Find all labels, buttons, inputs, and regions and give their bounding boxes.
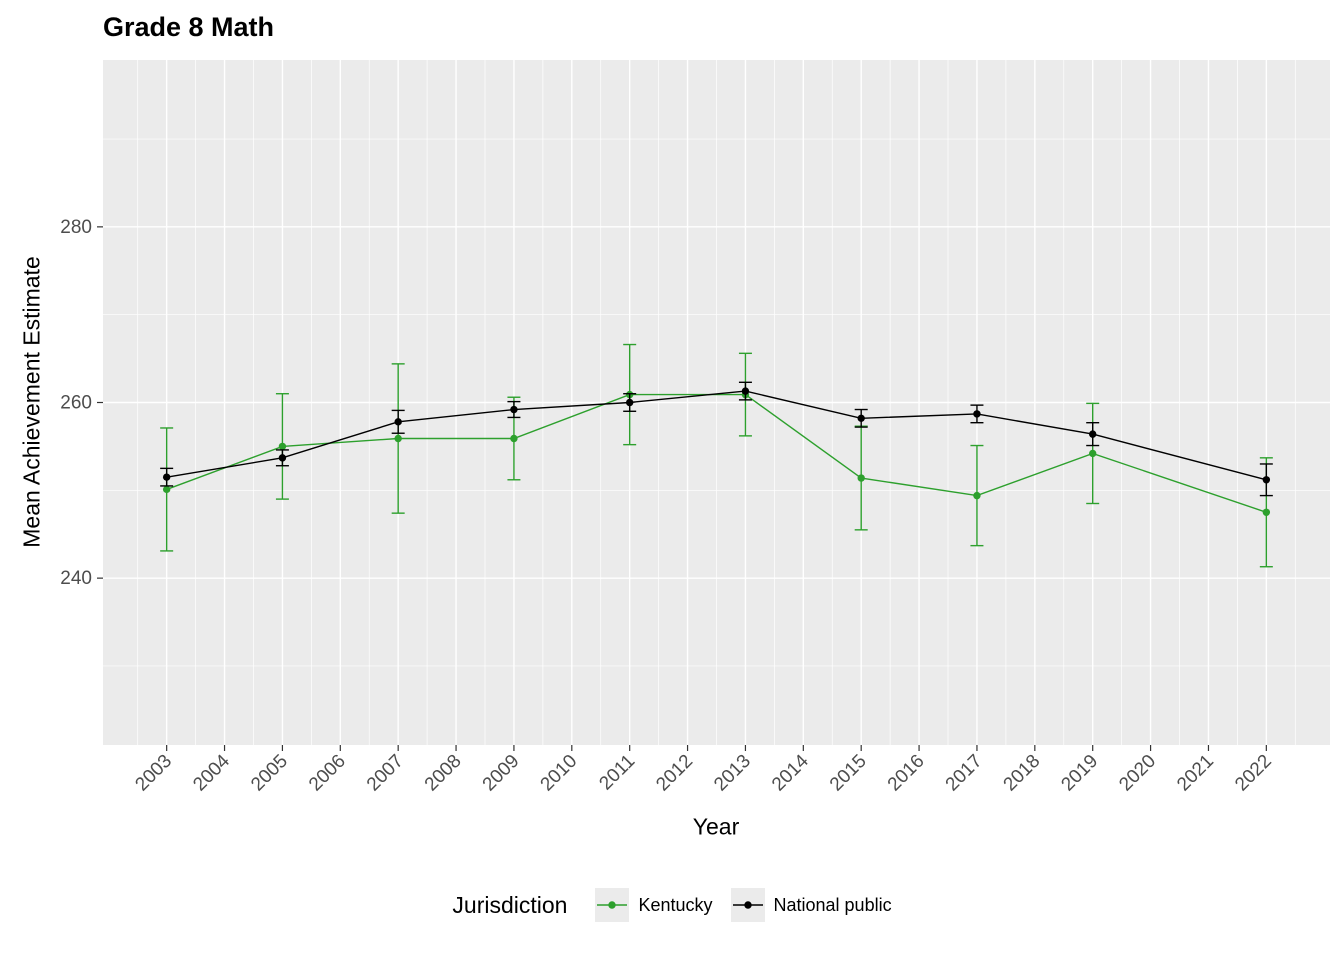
- data-point: [1262, 508, 1271, 516]
- x-tick-label: 2018: [1000, 751, 1045, 796]
- x-tick-labels: 2003 2004 2005 2006 2007 2008 2009 2010 2011 2012…: [131, 750, 1275, 795]
- x-tick-label: 2008: [421, 751, 466, 796]
- x-tick-label: 2014: [768, 750, 813, 795]
- x-axis-title: Year: [692, 813, 740, 840]
- x-tick-label: 2007: [363, 751, 408, 796]
- data-point: [1089, 430, 1097, 438]
- data-point: [394, 418, 402, 426]
- legend-item-national-public: National public: [730, 888, 892, 922]
- x-tick-label: 2021: [1173, 751, 1218, 796]
- data-point: [1262, 476, 1271, 484]
- legend-key-glyph-kentucky: [595, 888, 630, 922]
- data-point: [162, 473, 171, 481]
- legend-key-label-national-public: National public: [773, 894, 892, 915]
- y-tick-label: 240: [60, 568, 92, 589]
- legend: Jurisdiction Kentucky National public: [0, 888, 1344, 922]
- legend-key-glyph-national-public: [730, 888, 765, 922]
- series-line: [166, 393, 1267, 513]
- y-tick-label: 260: [60, 393, 92, 414]
- x-tick-label: 2011: [595, 751, 639, 795]
- y-axis-title: Mean Achievement Estimate: [18, 256, 45, 548]
- data-point: [278, 454, 287, 462]
- legend-title: Jurisdiction: [452, 891, 568, 918]
- x-tick-label: 2020: [1115, 751, 1160, 796]
- data-point: [973, 491, 981, 500]
- x-tick-label: 2015: [826, 751, 871, 796]
- x-tick-label: 2010: [537, 751, 582, 796]
- series-kentucky: [160, 343, 1273, 568]
- axis-ticks: [97, 226, 1267, 751]
- x-tick-label: 2003: [131, 751, 176, 796]
- series-line: [166, 390, 1267, 481]
- data-point: [625, 398, 634, 407]
- data-point: [973, 410, 981, 418]
- y-tick-label: 280: [60, 217, 92, 238]
- x-tick-label: 2013: [710, 751, 755, 796]
- data-point: [1089, 449, 1097, 458]
- data-point: [741, 387, 750, 395]
- legend-item-kentucky: Kentucky: [595, 888, 713, 922]
- data-point: [394, 434, 402, 443]
- data-point: [510, 434, 518, 443]
- data-point: [162, 485, 171, 494]
- x-tick-label: 2009: [479, 751, 524, 796]
- series-national-public: [160, 381, 1273, 497]
- data-point: [857, 414, 865, 423]
- data-point: [278, 442, 287, 451]
- x-tick-label: 2019: [1057, 751, 1102, 796]
- x-tick-label: 2017: [942, 751, 987, 796]
- data-point: [510, 405, 518, 414]
- x-tick-label: 2022: [1231, 751, 1276, 796]
- plot-title: Grade 8 Math: [103, 12, 275, 42]
- legend-items: Kentucky National public: [577, 888, 892, 922]
- x-tick-label: 2016: [884, 751, 929, 796]
- x-tick-label: 2004: [189, 750, 234, 795]
- y-tick-labels: 240 260 280: [60, 217, 92, 589]
- x-tick-label: 2006: [305, 751, 350, 796]
- legend-key-label-kentucky: Kentucky: [638, 894, 713, 915]
- data-point: [857, 474, 865, 482]
- x-tick-label: 2005: [247, 751, 292, 796]
- x-tick-label: 2012: [652, 751, 697, 796]
